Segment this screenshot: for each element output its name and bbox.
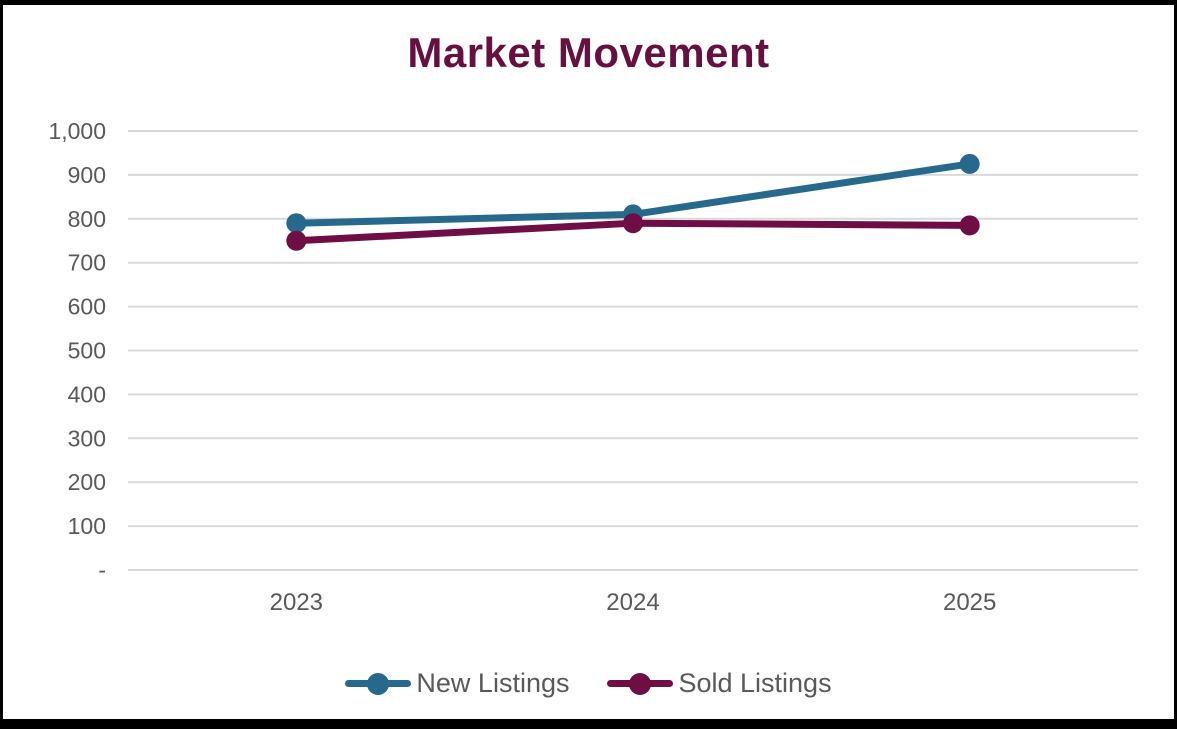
line-marker-icon	[607, 672, 674, 695]
xtick-label: 2023	[270, 589, 323, 616]
xtick-label: 2024	[606, 589, 659, 616]
ytick-label: 100	[68, 513, 106, 539]
ytick-label: 800	[68, 206, 106, 232]
ytick-label: 900	[68, 162, 106, 188]
legend-item-new-listings: New Listings	[345, 670, 569, 697]
xtick-label: 2025	[943, 589, 996, 616]
chart-legend: New Listings Sold Listings	[3, 670, 1174, 697]
data-point-1	[623, 213, 643, 234]
ytick-label: 700	[68, 250, 106, 276]
ytick-label: 600	[68, 294, 106, 320]
legend-item-sold-listings: Sold Listings	[607, 668, 832, 698]
dot-marker-icon	[629, 672, 652, 695]
legend-label-new-listings: New Listings	[416, 668, 570, 698]
data-point-1	[286, 230, 307, 251]
ytick-label: 200	[68, 469, 106, 495]
ytick-label: 400	[68, 381, 106, 407]
ytick-label: 300	[68, 425, 106, 451]
ytick-label: 500	[68, 338, 106, 364]
chart-canvas: - 100 200 300 400 500 600 700 800 900 1,000 2023 202…	[48, 118, 1138, 616]
legend-label-sold-listings: Sold Listings	[678, 668, 832, 698]
ytick-label: 1,000	[48, 118, 106, 144]
data-point-0	[286, 213, 307, 234]
chart-title: Market Movement	[407, 29, 770, 76]
ytick-label: -	[98, 557, 106, 583]
data-point-1	[959, 215, 980, 236]
line-marker-icon	[345, 672, 412, 695]
data-point-0	[959, 153, 980, 174]
dot-marker-icon	[367, 672, 390, 695]
